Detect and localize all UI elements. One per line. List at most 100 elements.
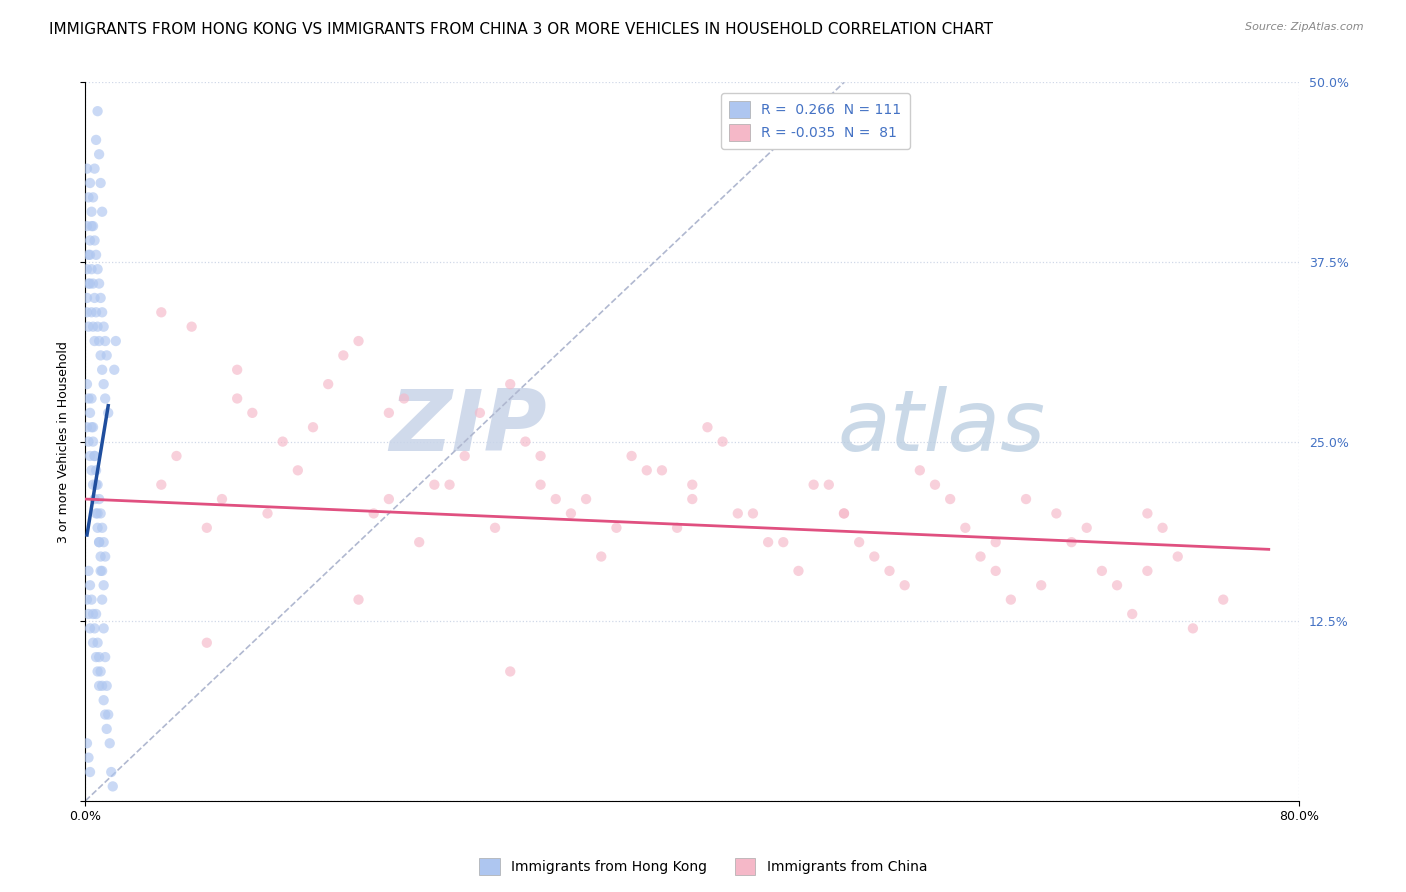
Point — [79, 449, 101, 463]
Point — [84, 607, 107, 621]
Point — [666, 521, 689, 535]
Point — [93, 319, 115, 334]
Point — [93, 578, 115, 592]
Point — [77, 434, 100, 449]
Point — [91, 204, 114, 219]
Point — [408, 535, 430, 549]
Point — [80, 219, 103, 233]
Point — [727, 507, 749, 521]
Point — [711, 434, 734, 449]
Point — [955, 521, 977, 535]
Point — [681, 491, 703, 506]
Point — [499, 377, 522, 392]
Point — [82, 219, 104, 233]
Point — [863, 549, 886, 564]
Point — [1000, 592, 1022, 607]
Point — [94, 650, 117, 665]
Point — [87, 679, 110, 693]
Point — [83, 491, 105, 506]
Point — [347, 334, 370, 348]
Point — [150, 305, 173, 319]
Point — [1152, 521, 1174, 535]
Point — [83, 449, 105, 463]
Point — [86, 636, 108, 650]
Point — [91, 521, 114, 535]
Point — [94, 392, 117, 406]
Point — [82, 277, 104, 291]
Point — [96, 348, 118, 362]
Point — [454, 449, 477, 463]
Point — [94, 549, 117, 564]
Point — [86, 319, 108, 334]
Point — [924, 477, 946, 491]
Point — [90, 176, 112, 190]
Point — [83, 334, 105, 348]
Point — [83, 291, 105, 305]
Point — [832, 507, 855, 521]
Point — [1015, 491, 1038, 506]
Point — [211, 491, 233, 506]
Point — [772, 535, 794, 549]
Point — [347, 592, 370, 607]
Point — [87, 535, 110, 549]
Point — [97, 406, 120, 420]
Point — [423, 477, 446, 491]
Point — [787, 564, 810, 578]
Legend: R =  0.266  N = 111, R = -0.035  N =  81: R = 0.266 N = 111, R = -0.035 N = 81 — [721, 93, 910, 149]
Point — [90, 291, 112, 305]
Point — [939, 491, 962, 506]
Point — [969, 549, 991, 564]
Point — [91, 592, 114, 607]
Point — [86, 477, 108, 491]
Point — [79, 176, 101, 190]
Point — [1031, 578, 1053, 592]
Point — [90, 507, 112, 521]
Point — [87, 650, 110, 665]
Point — [87, 277, 110, 291]
Point — [104, 334, 127, 348]
Point — [82, 636, 104, 650]
Point — [879, 564, 901, 578]
Point — [742, 507, 765, 521]
Point — [166, 449, 188, 463]
Point — [82, 477, 104, 491]
Point — [681, 477, 703, 491]
Text: atlas: atlas — [838, 385, 1046, 468]
Point — [87, 491, 110, 506]
Point — [908, 463, 931, 477]
Point — [76, 262, 98, 277]
Point — [82, 420, 104, 434]
Point — [76, 291, 98, 305]
Point — [817, 477, 839, 491]
Point — [1212, 592, 1234, 607]
Point — [76, 219, 98, 233]
Point — [287, 463, 309, 477]
Point — [86, 104, 108, 119]
Point — [91, 363, 114, 377]
Point — [80, 463, 103, 477]
Point — [82, 434, 104, 449]
Point — [515, 434, 537, 449]
Point — [90, 348, 112, 362]
Point — [240, 406, 263, 420]
Point — [256, 507, 278, 521]
Point — [86, 262, 108, 277]
Point — [195, 521, 218, 535]
Point — [1167, 549, 1189, 564]
Point — [90, 665, 112, 679]
Point — [93, 377, 115, 392]
Point — [77, 190, 100, 204]
Point — [332, 348, 354, 362]
Point — [79, 764, 101, 779]
Point — [1136, 564, 1159, 578]
Point — [91, 305, 114, 319]
Point — [77, 319, 100, 334]
Point — [636, 463, 658, 477]
Point — [832, 507, 855, 521]
Point — [79, 234, 101, 248]
Point — [544, 491, 567, 506]
Point — [150, 477, 173, 491]
Point — [77, 392, 100, 406]
Point — [1060, 535, 1083, 549]
Point — [84, 477, 107, 491]
